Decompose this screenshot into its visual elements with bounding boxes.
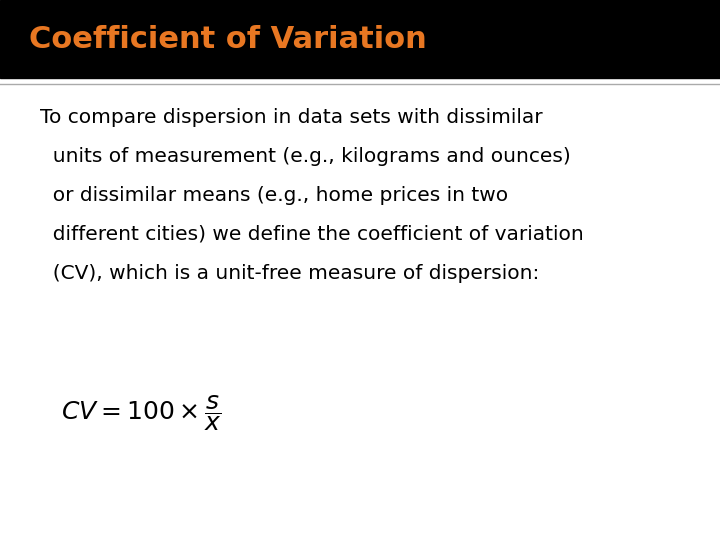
Text: (CV), which is a unit-free measure of dispersion:: (CV), which is a unit-free measure of di…: [40, 264, 539, 282]
Bar: [0, 0, 720, 78]
Text: Coefficient of Variation: Coefficient of Variation: [29, 25, 426, 53]
Text: $\mathit{CV} = 100 \times \dfrac{s}{x}$: $\mathit{CV} = 100 \times \dfrac{s}{x}$: [61, 393, 222, 433]
Text: different cities) we define the coefficient of variation: different cities) we define the coeffici…: [40, 225, 583, 244]
Text: or dissimilar means (e.g., home prices in two: or dissimilar means (e.g., home prices i…: [40, 186, 508, 205]
Text: To compare dispersion in data sets with dissimilar: To compare dispersion in data sets with …: [40, 108, 542, 127]
Text: units of measurement (e.g., kilograms and ounces): units of measurement (e.g., kilograms an…: [40, 147, 570, 166]
